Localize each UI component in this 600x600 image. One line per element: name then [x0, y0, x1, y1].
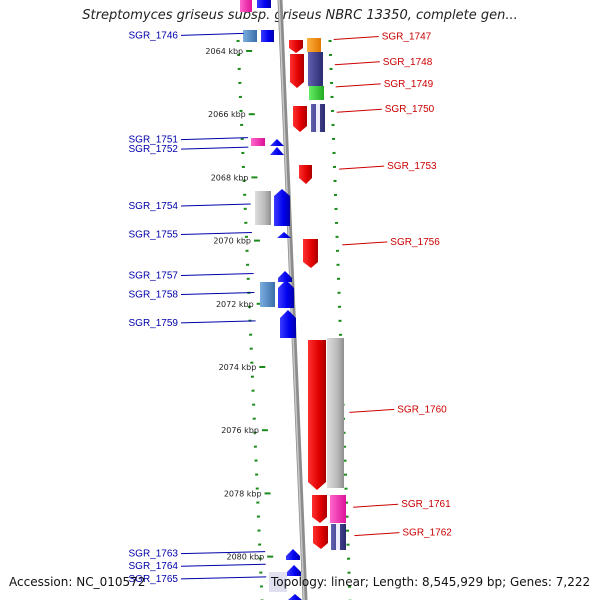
gene-feature[interactable] — [308, 340, 326, 490]
gene-leader-line — [334, 61, 380, 66]
gene-leader-line — [180, 576, 267, 580]
gene-label[interactable]: SGR_1765 — [129, 574, 179, 585]
gene-leader-line — [339, 165, 385, 170]
gene-leader-line — [336, 108, 382, 113]
gene-feature[interactable] — [308, 52, 323, 86]
genome-info-text: Topology: linear; Length: 8,545,929 bp; … — [271, 575, 591, 589]
gene-label[interactable]: SGR_1753 — [387, 161, 437, 172]
gene-label[interactable]: SGR_1747 — [382, 32, 432, 43]
genome-title: Streptomyces griseus subsp. griseus NBRC… — [82, 8, 518, 23]
gene-feature[interactable] — [278, 280, 294, 308]
gene-leader-line — [180, 231, 252, 235]
gene-feature[interactable] — [293, 106, 307, 132]
gene-label[interactable]: SGR_1756 — [390, 237, 440, 248]
gene-feature[interactable] — [274, 189, 290, 226]
gene-label[interactable]: SGR_1763 — [129, 549, 179, 560]
gene-leader-line — [180, 320, 256, 324]
gene-leader-line — [353, 503, 399, 508]
gene-feature[interactable] — [278, 271, 292, 282]
gene-feature[interactable] — [289, 40, 303, 53]
gene-feature[interactable] — [330, 495, 346, 523]
gene-label[interactable]: SGR_1758 — [129, 289, 179, 300]
gene-feature[interactable] — [260, 282, 275, 307]
gene-feature[interactable] — [299, 165, 312, 184]
gene-leader-line — [180, 291, 255, 295]
gene-feature[interactable] — [269, 572, 287, 592]
scale-tick-label: 2066 kbp — [208, 110, 246, 119]
gene-label[interactable]: SGR_1748 — [383, 57, 433, 68]
gene-feature[interactable] — [312, 495, 327, 523]
gene-leader-line — [180, 551, 266, 555]
gene-feature[interactable] — [290, 54, 304, 88]
accession-text: Accession: NC_010572 — [9, 575, 146, 589]
gene-label[interactable]: SGR_1762 — [402, 528, 452, 539]
gene-features[interactable] — [240, 0, 346, 600]
gene-leader-line — [349, 408, 395, 413]
gene-label[interactable]: SGR_1755 — [129, 229, 179, 240]
scale-tick-label: 2076 kbp — [221, 426, 259, 435]
gene-leader-line — [180, 32, 244, 36]
gene-feature[interactable] — [270, 139, 284, 146]
gene-leader-line — [180, 146, 249, 150]
gene-feature[interactable] — [240, 0, 252, 12]
scale-tick-label: 2068 kbp — [211, 173, 249, 182]
gene-label[interactable]: SGR_1749 — [384, 79, 434, 90]
gene-feature[interactable] — [287, 565, 301, 576]
gene-feature[interactable] — [316, 104, 320, 132]
gene-leader-line — [333, 36, 379, 41]
gene-leader-line — [335, 83, 381, 88]
gene-leader-line — [180, 137, 248, 141]
gene-feature[interactable] — [251, 138, 265, 146]
gene-feature[interactable] — [286, 549, 300, 560]
gene-feature[interactable] — [243, 30, 257, 42]
gene-label[interactable]: SGR_1752 — [129, 144, 179, 155]
gene-leader-line — [180, 273, 254, 277]
scale-tick-label: 2074 kbp — [219, 363, 257, 372]
gene-label[interactable]: SGR_1759 — [129, 318, 179, 329]
gene-feature[interactable] — [280, 310, 296, 338]
gene-leader-line — [354, 532, 400, 537]
right-gene-labels[interactable]: SGR_1747 SGR_1748 SGR_1749 SGR_1750 SGR_1753… — [333, 32, 453, 539]
gene-label[interactable]: SGR_1754 — [129, 201, 179, 212]
gene-label[interactable]: SGR_1764 — [129, 561, 179, 572]
gene-label[interactable]: SGR_1746 — [129, 30, 179, 41]
gene-feature[interactable] — [261, 30, 274, 42]
gene-feature[interactable] — [327, 338, 344, 488]
gene-feature[interactable] — [313, 526, 328, 549]
gene-label[interactable]: SGR_1750 — [385, 104, 435, 115]
gene-leader-line — [180, 203, 251, 207]
gene-label[interactable]: SGR_1761 — [401, 499, 451, 510]
gene-feature[interactable] — [307, 38, 321, 52]
scale-tick-label: 2072 kbp — [216, 300, 254, 309]
gene-leader-line — [180, 563, 266, 567]
gene-feature[interactable] — [288, 594, 302, 600]
gene-feature[interactable] — [255, 191, 271, 225]
guide-dots — [236, 39, 352, 600]
scale-tick-label: 2064 kbp — [205, 47, 243, 56]
gene-feature[interactable] — [270, 147, 284, 155]
scale-tick-label: 2070 kbp — [213, 237, 251, 246]
gene-feature[interactable] — [257, 0, 271, 8]
scale-ticks: 2064 kbp 2066 kbp 2068 kbp 2070 kbp 2072 kbp… — [205, 47, 274, 562]
scale-tick-label: 2080 kbp — [226, 553, 264, 562]
gene-leader-line — [342, 241, 388, 246]
gene-label[interactable]: SGR_1757 — [129, 271, 179, 282]
gene-feature[interactable] — [309, 86, 324, 100]
gene-label[interactable]: SGR_1751 — [129, 135, 179, 146]
gene-label[interactable]: SGR_1760 — [397, 404, 447, 415]
gene-feature[interactable] — [303, 239, 318, 268]
gene-feature[interactable] — [336, 524, 340, 550]
gene-feature[interactable] — [277, 232, 291, 238]
scale-tick-label: 2078 kbp — [224, 489, 262, 498]
